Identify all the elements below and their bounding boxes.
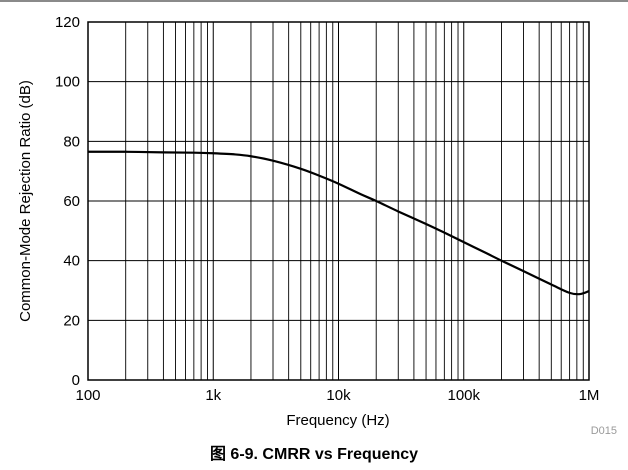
x-tick-label: 10k [326, 387, 351, 404]
x-tick-label: 100k [447, 387, 480, 404]
top-rule [0, 0, 628, 2]
y-tick-label: 0 [72, 372, 80, 389]
plot-frame [87, 21, 590, 381]
y-tick-label: 120 [55, 14, 80, 31]
tick-labels: 100 1k 10k 100k 1M 0 20 40 60 80 100 120 [55, 14, 599, 404]
grid [87, 21, 590, 381]
y-axis-label: Common-Mode Rejection Ratio (dB) [17, 80, 34, 322]
x-tick-label: 100 [75, 387, 100, 404]
y-tick-label: 60 [63, 193, 80, 210]
cmrr-chart: 100 1k 10k 100k 1M 0 20 40 60 80 100 120 Frequency … [17, 14, 617, 437]
figure-code: D015 [591, 425, 617, 437]
y-tick-label: 40 [63, 253, 80, 270]
x-axis-label: Frequency (Hz) [286, 412, 389, 429]
cmrr-series-line [87, 150, 590, 296]
x-tick-label: 1k [205, 387, 221, 404]
x-tick-label: 1M [579, 387, 600, 404]
y-tick-label: 100 [55, 74, 80, 91]
y-tick-label: 20 [63, 312, 80, 329]
y-tick-label: 80 [63, 133, 80, 150]
figure-caption: 图 6-9. CMRR vs Frequency [209, 446, 419, 463]
